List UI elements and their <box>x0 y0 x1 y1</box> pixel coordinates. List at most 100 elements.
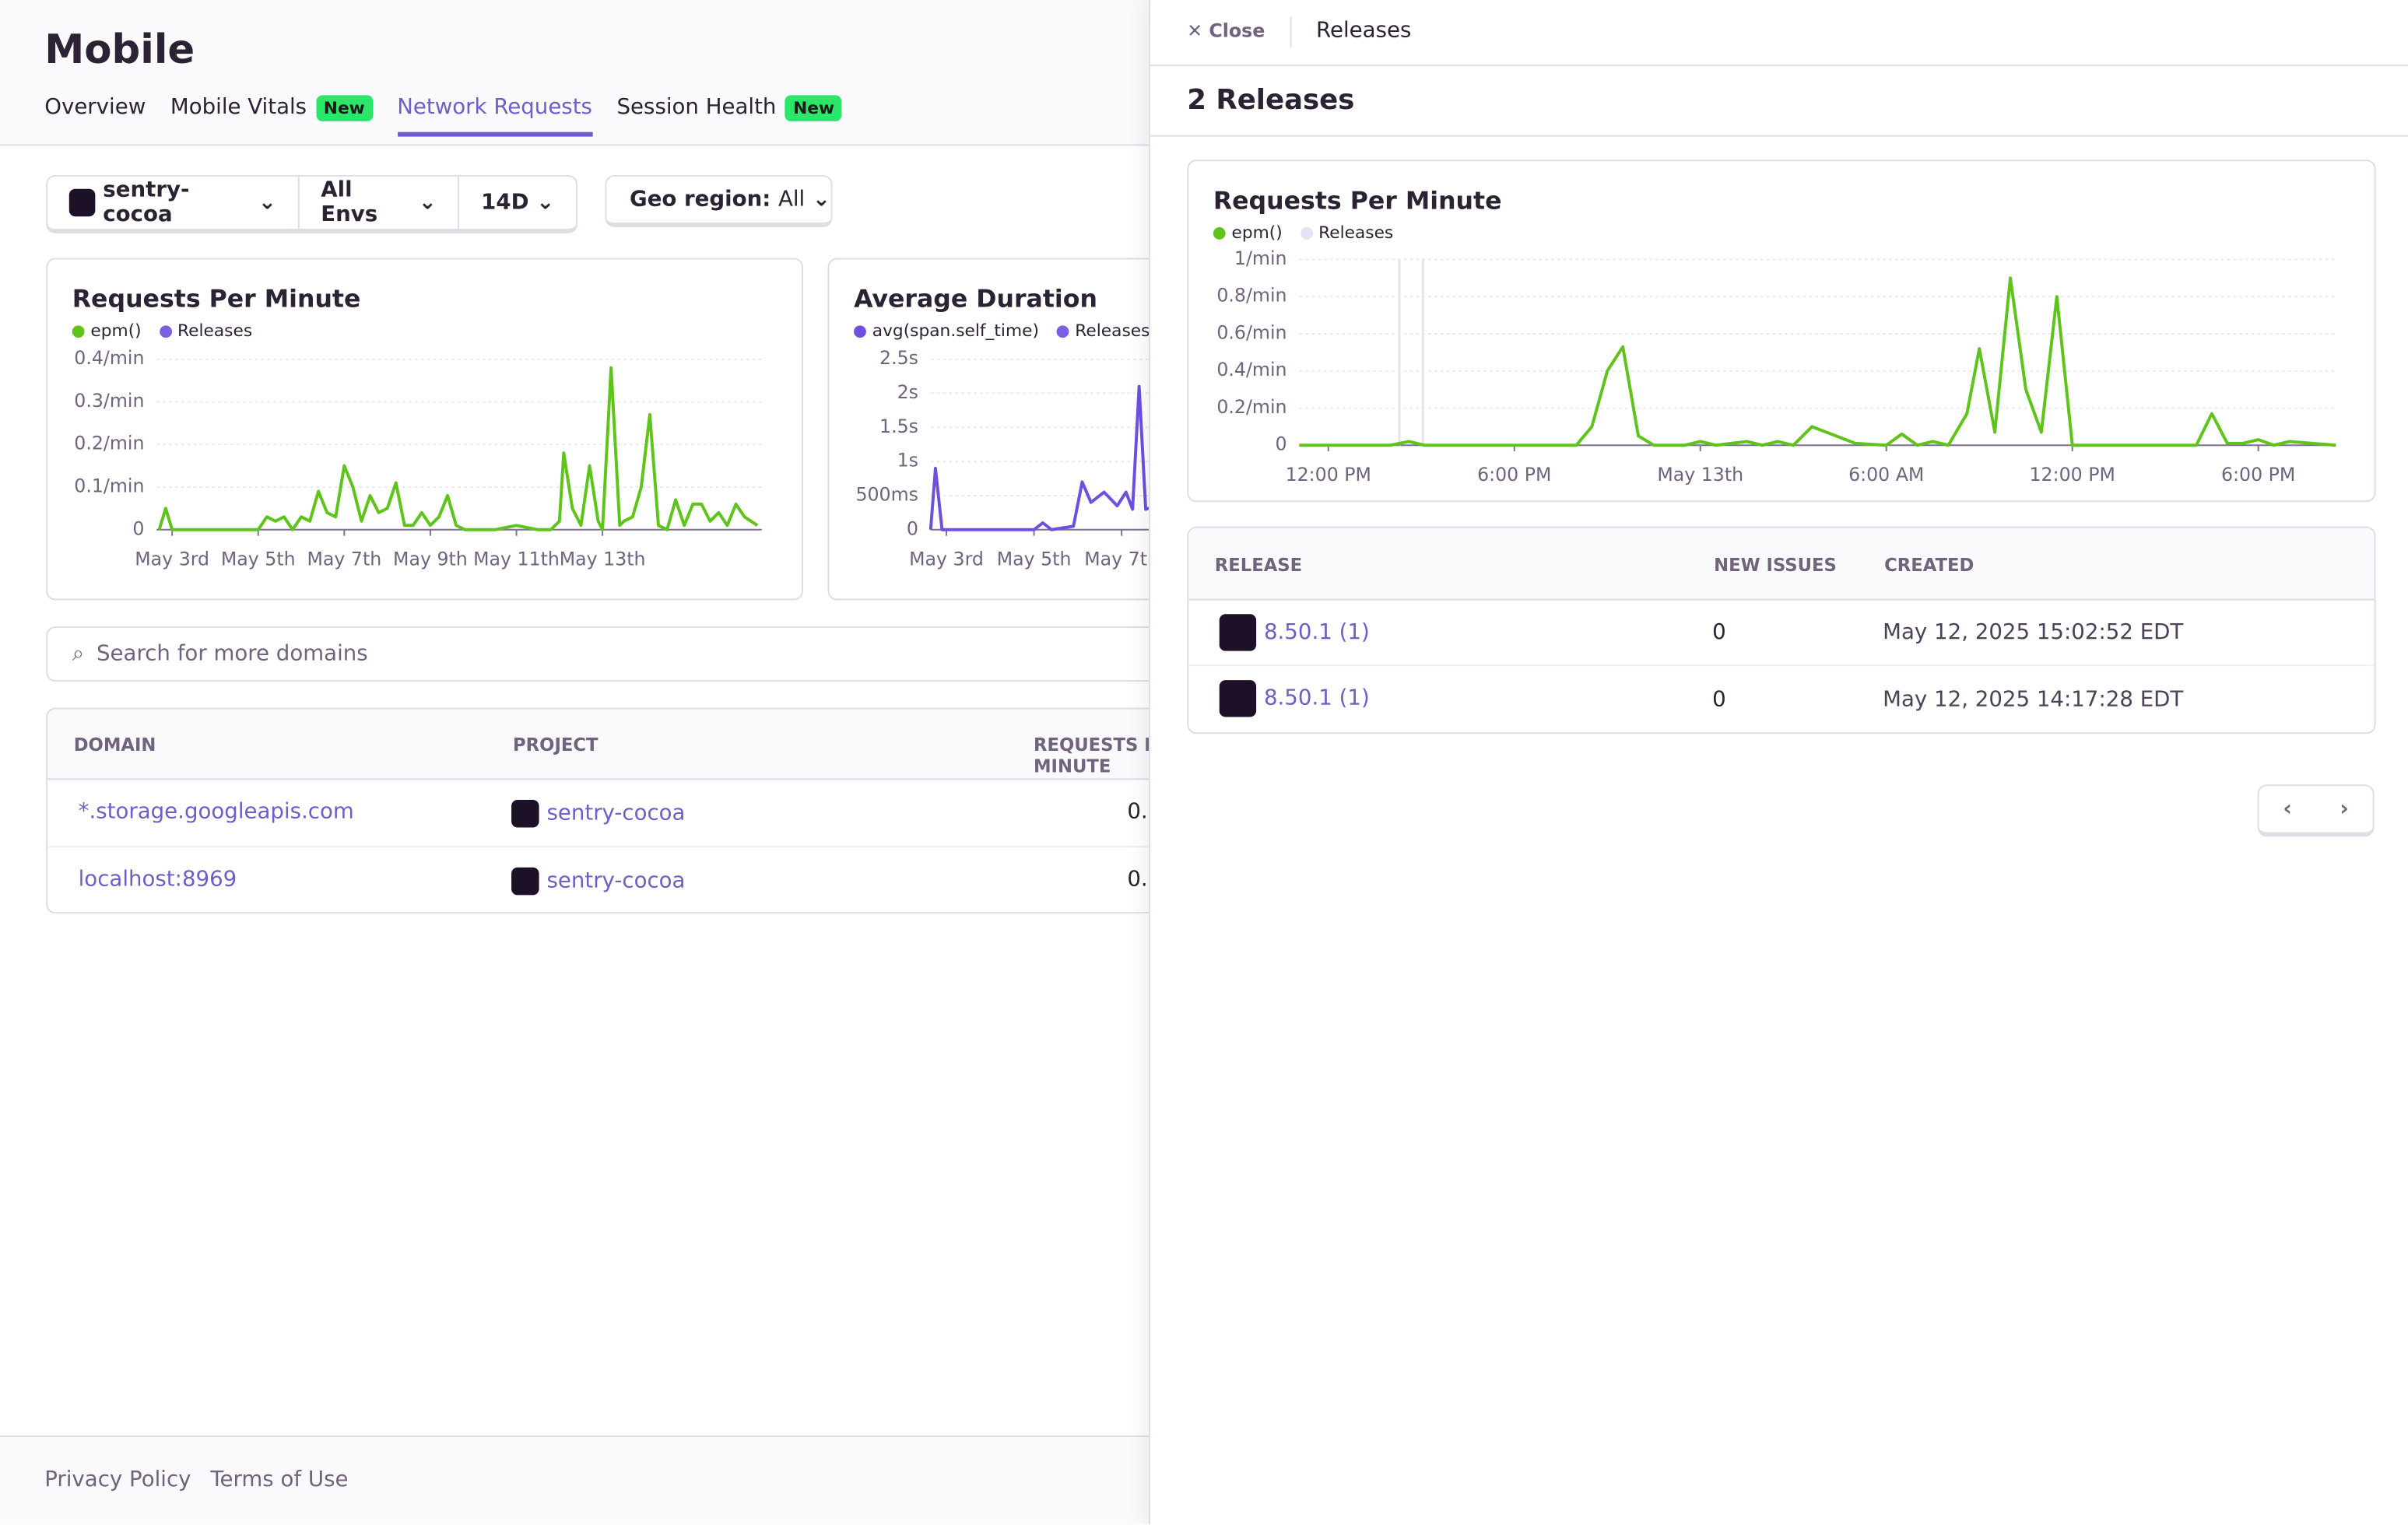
y-tick-label: 0.1/min <box>74 475 144 497</box>
legend-swatch <box>1213 226 1226 239</box>
page-title: Mobile <box>44 27 195 74</box>
y-tick-label: 2.5s <box>879 347 918 369</box>
tab[interactable]: Mobile Vitals New <box>170 95 373 136</box>
search-placeholder: Search for more domains <box>97 641 368 667</box>
next-button[interactable]: › <box>2340 797 2349 822</box>
y-tick-label: 1s <box>897 450 918 472</box>
apple-icon <box>68 188 96 217</box>
geo-value: All <box>778 187 806 212</box>
chart-panel: Requests Per Minute epm() Releases 0 0.1/… <box>46 258 803 601</box>
geo-label: Geo region: <box>630 187 771 212</box>
breadcrumb: Releases <box>1316 18 1412 44</box>
row-divider <box>47 846 1215 848</box>
release-link[interactable]: 8.50.1 (1) <box>1219 614 1370 651</box>
tab[interactable]: Session Health New <box>617 95 842 136</box>
x-tick-label: May 5th <box>221 549 296 570</box>
badge: New <box>315 95 373 121</box>
x-tick-label: May 11th <box>473 549 560 570</box>
x-tick-label: May 13th <box>1657 464 1743 486</box>
x-tick-label: May 9th <box>393 549 468 570</box>
footer-link[interactable]: Terms of Use <box>210 1467 349 1492</box>
drawer-heading: 2 Releases <box>1187 84 1355 117</box>
filter-group: sentry-cocoa ⌄ All Envs ⌄ 14D ⌄ <box>46 174 577 233</box>
divider <box>1290 16 1292 48</box>
y-tick-label: 0.3/min <box>74 390 144 412</box>
y-tick-label: 0 <box>907 517 918 539</box>
y-tick-label: 0.4/min <box>74 347 144 369</box>
tab[interactable]: Overview <box>44 95 146 120</box>
pagination: ‹ › <box>2257 784 2375 837</box>
column-header: DOMAIN <box>73 734 156 755</box>
legend-swatch <box>1300 226 1313 239</box>
footer-link[interactable]: Privacy Policy <box>44 1467 191 1492</box>
release-name: 8.50.1 (1) <box>1263 686 1370 711</box>
chart: 0 0.1/min 0.2/min 0.3/min 0.4/min May 3rd May … <box>74 347 762 570</box>
x-tick-label: 6:00 AM <box>1848 464 1924 486</box>
apple-icon <box>1219 614 1257 651</box>
y-tick-label: 0.6/min <box>1216 321 1286 343</box>
series-line <box>157 366 759 531</box>
close-label: Close <box>1209 19 1265 42</box>
project-name: sentry-cocoa <box>546 868 686 894</box>
legend-swatch <box>854 324 866 338</box>
period-label: 14D <box>481 190 529 216</box>
legend-label: Releases <box>1075 321 1150 342</box>
prev-button[interactable]: ‹ <box>2283 797 2292 822</box>
cell: 0 <box>1712 687 1726 713</box>
column-header: CREATED <box>1884 554 1974 576</box>
legend-label: epm() <box>1231 223 1283 243</box>
tab-label: Session Health <box>616 95 777 120</box>
x-tick-label: May 13th <box>560 549 646 570</box>
y-tick-label: 0.2/min <box>74 433 144 454</box>
drawer-header <box>1150 0 2408 66</box>
geo-filter[interactable]: Geo region: All ⌄ <box>605 174 833 228</box>
legend-label: Releases <box>1318 223 1394 243</box>
release-name: 8.50.1 (1) <box>1263 620 1370 645</box>
series-line <box>928 384 1185 531</box>
chart-title: Average Duration <box>854 284 1097 314</box>
table-header <box>47 709 1215 780</box>
footer: Privacy Policy Terms of Use <box>0 1435 1149 1525</box>
release-link[interactable]: 8.50.1 (1) <box>1219 680 1370 717</box>
x-tick-label: 12:00 PM <box>1286 464 1371 486</box>
legend-swatch <box>159 324 172 338</box>
badge: New <box>785 95 842 121</box>
project-filter[interactable]: sentry-cocoa ⌄ <box>47 176 300 230</box>
chart: 0 0.2/min 0.4/min 0.6/min 0.8/min 1/min 12:00 … <box>1216 247 2336 486</box>
project-link[interactable]: sentry-cocoa <box>511 867 686 896</box>
project-name: sentry-cocoa <box>103 177 190 228</box>
project-name: sentry-cocoa <box>546 801 686 826</box>
y-tick-label: 0.2/min <box>1216 396 1286 418</box>
tab[interactable]: Network Requests <box>397 95 592 137</box>
close-button[interactable]: ✕ Close <box>1187 19 1265 42</box>
env-filter[interactable]: All Envs ⌄ <box>300 176 460 230</box>
legend-swatch <box>72 324 85 338</box>
tabs: Overview Mobile Vitals New Network Reques… <box>44 95 842 137</box>
column-header: NEW ISSUES <box>1714 554 1837 576</box>
legend: avg(span.self_time) Releases <box>854 321 1150 341</box>
cell: 0 <box>1712 620 1726 645</box>
legend-swatch <box>1056 324 1069 338</box>
domain-link[interactable]: *.storage.googleapis.com <box>78 800 354 825</box>
apple-icon <box>511 800 539 828</box>
x-tick-label: 12:00 PM <box>2030 464 2115 486</box>
domain-link[interactable]: localhost:8969 <box>78 867 237 892</box>
project-link[interactable]: sentry-cocoa <box>511 800 686 828</box>
x-tick-label: May 5th <box>997 549 1072 570</box>
x-tick-label: 6:00 PM <box>1477 464 1551 486</box>
column-header: PROJECT <box>513 734 598 755</box>
series-line <box>1299 276 2336 447</box>
legend-label: epm() <box>90 321 142 342</box>
period-filter[interactable]: 14D ⌄ <box>481 190 555 216</box>
releases-table: RELEASE NEW ISSUES CREATED 8.50.1 (1) 0 … <box>1187 526 2376 734</box>
drawer: ✕ Close Releases 2 Releases Requests Per… <box>1148 0 2408 1525</box>
search-box[interactable]: ⌕ Search for more domains <box>46 626 1216 682</box>
apple-icon <box>511 867 539 896</box>
x-tick-label: 6:00 PM <box>2221 464 2295 486</box>
env-label: All Envs <box>321 177 378 228</box>
legend: epm() Releases <box>72 321 252 341</box>
page-header <box>0 0 1149 146</box>
cell: May 12, 2025 14:17:28 EDT <box>1883 687 2184 713</box>
apple-icon <box>1219 680 1257 717</box>
